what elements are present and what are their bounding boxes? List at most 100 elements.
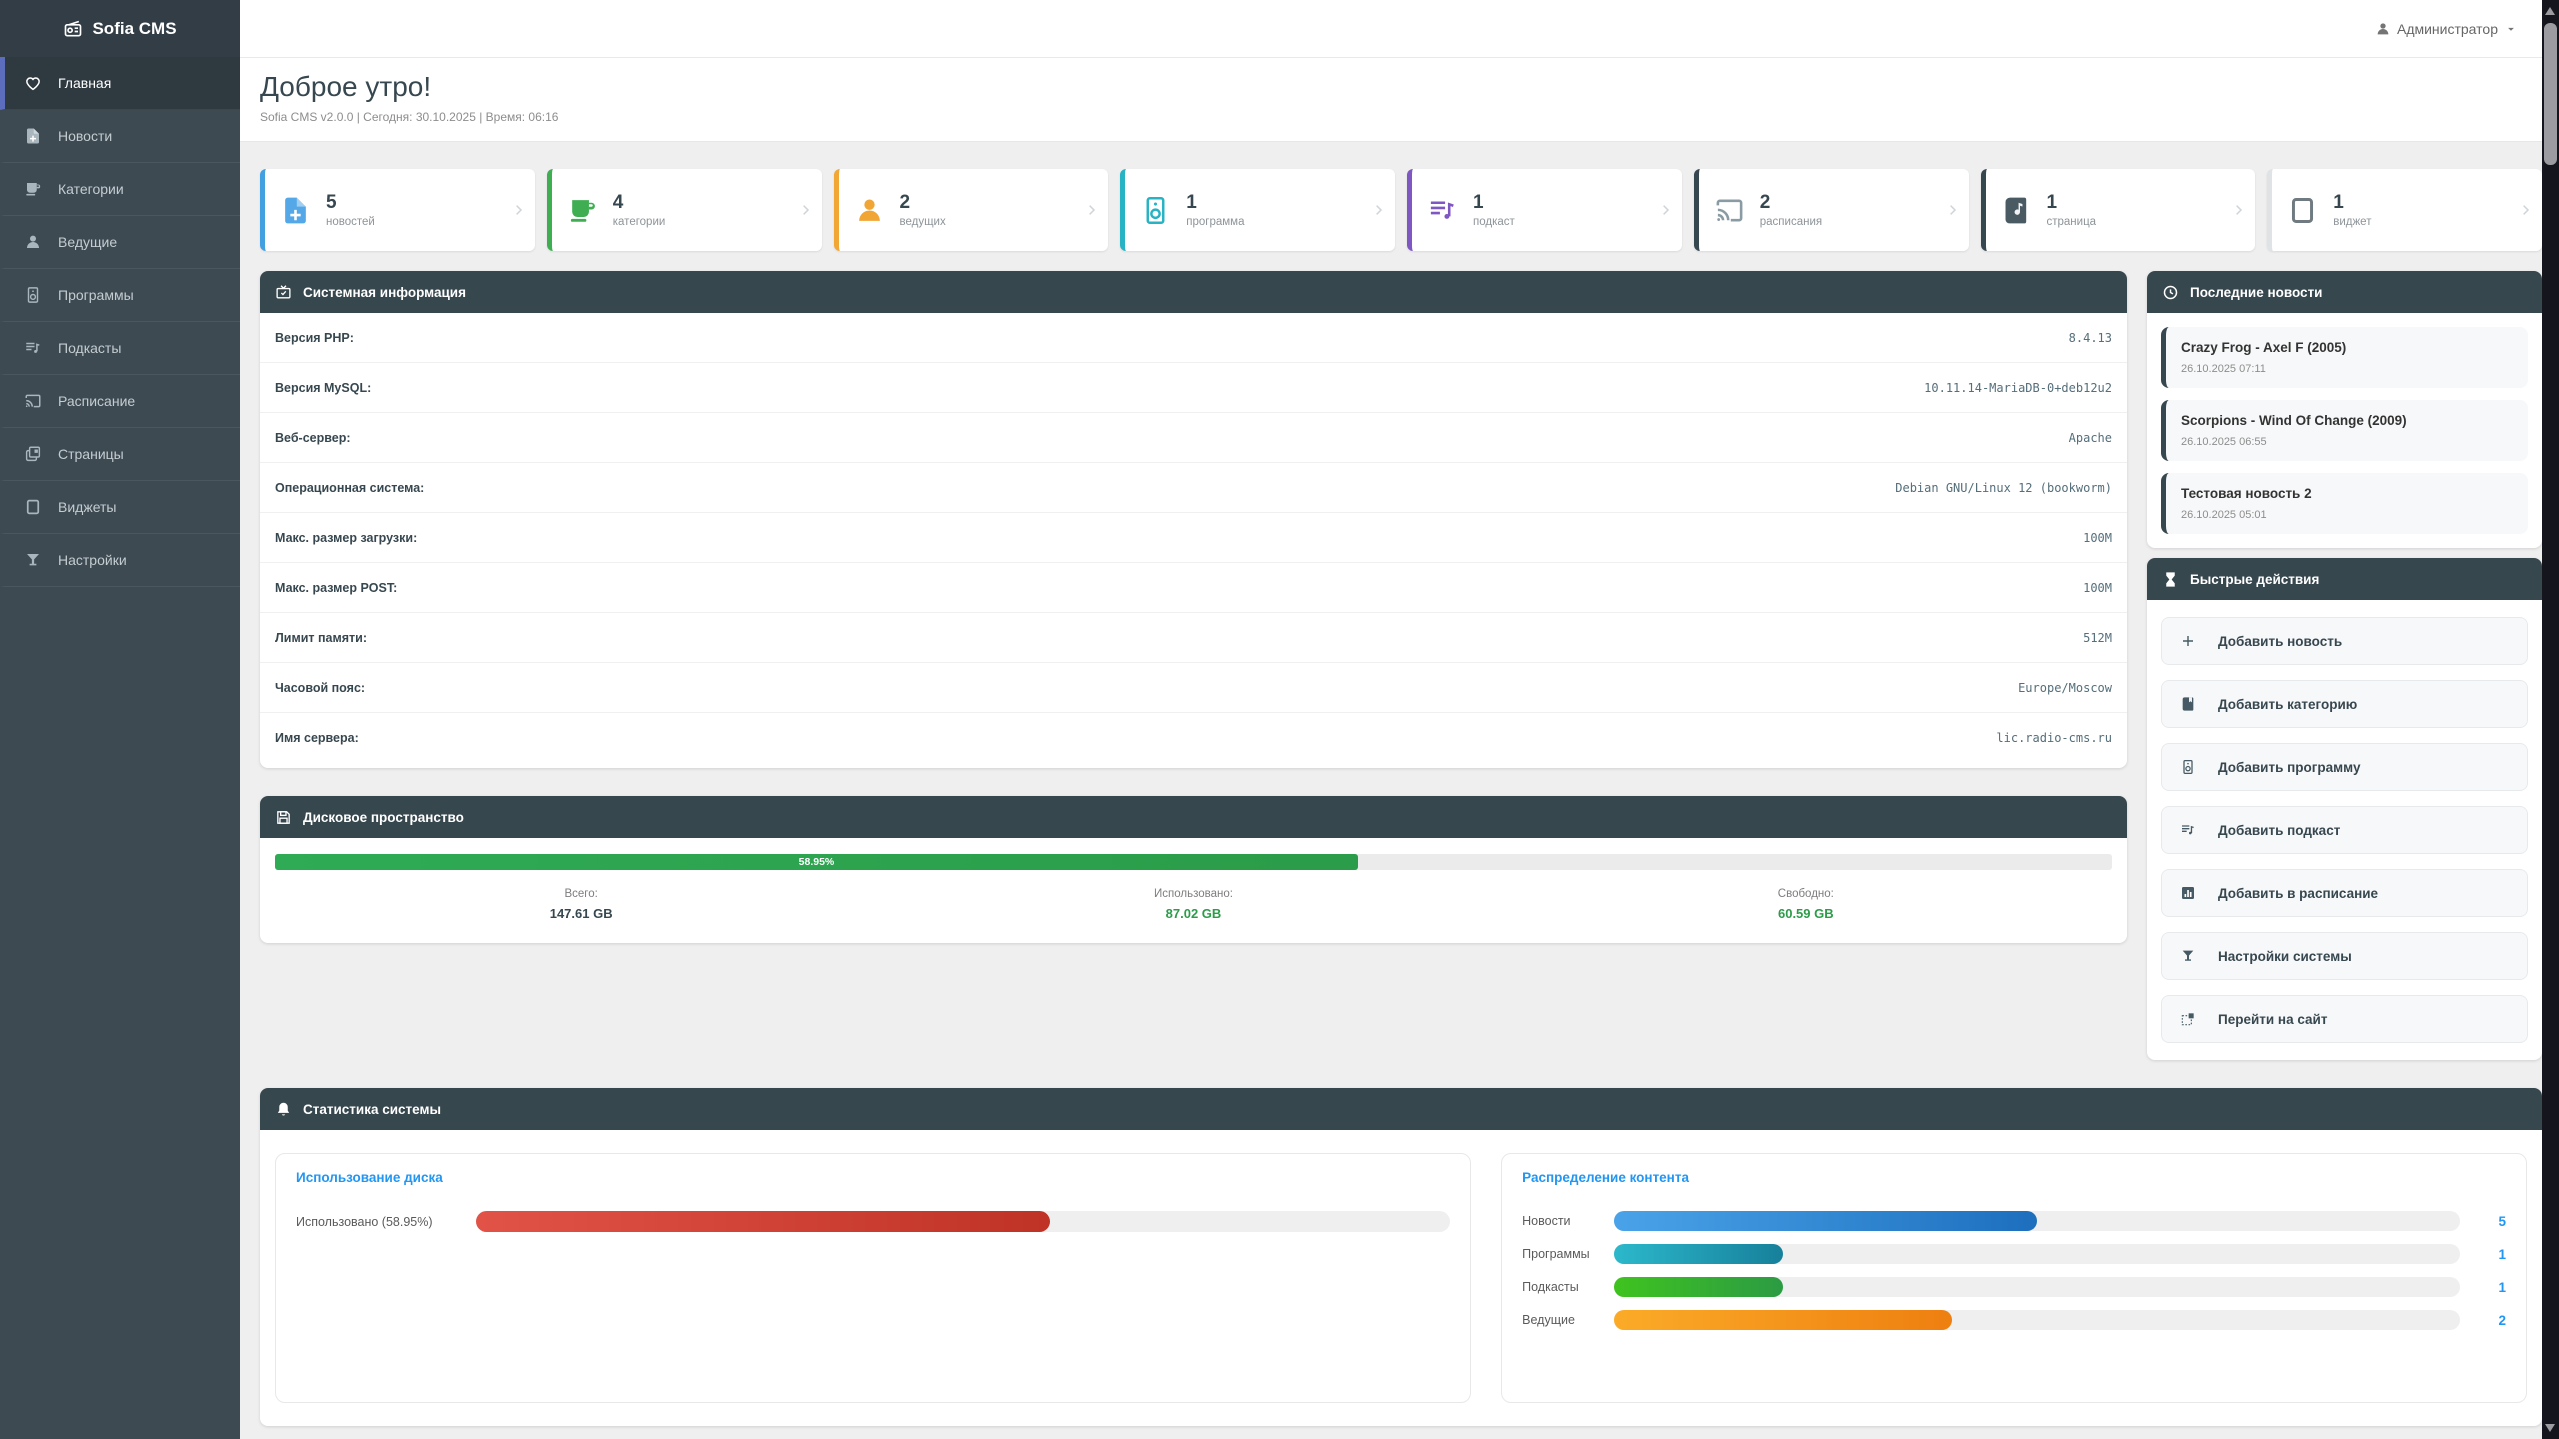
content-distribution-title: Распределение контента	[1522, 1170, 1689, 1185]
chevron-right-icon	[511, 203, 526, 218]
sidebar-item[interactable]: Ведущие	[0, 216, 240, 269]
stat-label: расписания	[1759, 215, 1823, 228]
content-distribution-chart: Распределение контента Новости 5	[1501, 1153, 2527, 1403]
info-value: 512M	[2083, 630, 2112, 645]
stat-label: страница	[2046, 215, 2097, 228]
content: 5 новостей 4 категории	[240, 142, 2542, 1439]
sidebar-item-label: Новости	[58, 128, 113, 144]
quick-action-button[interactable]: Добавить в расписание	[2161, 869, 2528, 917]
stat-value: 4	[612, 192, 624, 214]
quick-action-label: Добавить новость	[2218, 633, 2343, 649]
cast-icon	[1714, 195, 1745, 226]
stat-card[interactable]: 4 категории	[546, 169, 822, 251]
news-item[interactable]: Crazy Frog - Axel F (2005) 26.10.2025 07…	[2161, 327, 2528, 388]
scrollbar-up-arrow[interactable]	[2545, 7, 2555, 15]
disk-space-header: Дисковое пространство	[260, 796, 2127, 838]
sidebar-item[interactable]: Категории	[0, 163, 240, 216]
book-note-icon	[2001, 195, 2032, 226]
news-item[interactable]: Scorpions - Wind Of Change (2009) 26.10.…	[2161, 400, 2528, 461]
disk-usage-chart-title: Использование диска	[296, 1170, 443, 1185]
sidebar-item[interactable]: Программы	[0, 269, 240, 322]
chevron-right-icon	[1084, 203, 1099, 218]
quick-actions-panel: Быстрые действия Добавить новость	[2147, 558, 2542, 1060]
chevron-right-icon	[798, 203, 813, 218]
person-icon	[854, 195, 885, 226]
disk-usage-chart: Использование диска Использовано (58.95%…	[275, 1153, 1472, 1403]
disk-total: Всего: 147.61 GB	[549, 888, 613, 921]
quick-action-button[interactable]: Добавить новость	[2161, 617, 2528, 665]
statistics-title: Статистика системы	[303, 1101, 441, 1117]
main-row: Системная информация Версия PHP: 8.4.13	[260, 271, 2542, 1060]
info-value: 10.11.14-MariaDB-0+deb12u2	[1924, 380, 2112, 395]
stat-card[interactable]: 5 новостей	[260, 169, 535, 251]
content-chart-fill	[1614, 1244, 1784, 1264]
content-chart-label: Подкасты	[1522, 1280, 1579, 1294]
sidebar: Sofia CMS Главная Новости Категории	[0, 0, 240, 1439]
info-label: Операционная система:	[275, 480, 425, 495]
info-row: Часовой пояс: Europe/Moscow	[260, 663, 2127, 713]
sidebar-item-label: Расписание	[58, 393, 136, 409]
quick-action-label: Добавить категорию	[2218, 696, 2358, 712]
right-column: Последние новости Crazy Frog - Axel F (2…	[2147, 271, 2542, 1060]
coffee-icon	[567, 195, 598, 226]
content-chart-row: Подкасты 1	[1522, 1277, 2506, 1297]
info-label: Имя сервера:	[275, 730, 359, 745]
sidebar-item-label: Страницы	[58, 446, 124, 462]
quick-action-label: Перейти на сайт	[2218, 1011, 2328, 1027]
scrollbar[interactable]	[2542, 0, 2559, 1439]
chevron-right-icon	[1945, 203, 1960, 218]
speaker-icon	[1140, 195, 1171, 226]
stat-card[interactable]: 2 ведущих	[833, 169, 1109, 251]
scrollbar-down-arrow[interactable]	[2545, 1424, 2555, 1432]
disk-space-panel: Дисковое пространство 58.95% Всего: 147.…	[260, 796, 2127, 943]
disk-used: Использовано: 87.02 GB	[1154, 888, 1233, 921]
book-icon	[2180, 696, 2196, 712]
person-icon	[24, 233, 42, 251]
news-item[interactable]: Тестовая новость 2 26.10.2025 05:01	[2161, 473, 2528, 534]
stat-card[interactable]: 1 страница	[1980, 169, 2256, 251]
stat-card[interactable]: 1 подкаст	[1407, 169, 1682, 251]
sidebar-item[interactable]: Настройки	[0, 534, 240, 587]
radio-icon	[63, 19, 83, 39]
tv-icon	[275, 284, 292, 301]
latest-news-header: Последние новости	[2147, 271, 2542, 313]
stat-card[interactable]: 1 программа	[1120, 169, 1395, 251]
sidebar-item[interactable]: Главная	[0, 57, 240, 110]
sidebar-item[interactable]: Расписание	[0, 375, 240, 428]
sidebar-item[interactable]: Новости	[0, 110, 240, 163]
sidebar-item[interactable]: Страницы	[0, 428, 240, 481]
quick-action-label: Добавить программу	[2218, 759, 2361, 775]
stat-value: 1	[2333, 192, 2344, 214]
content-chart-label: Программы	[1522, 1247, 1590, 1261]
speaker-icon	[2180, 759, 2196, 775]
scrollbar-thumb[interactable]	[2544, 23, 2557, 165]
quick-action-button[interactable]: Добавить подкаст	[2161, 806, 2528, 854]
sidebar-item-label: Категории	[58, 181, 124, 197]
bar-chart-icon	[2180, 885, 2196, 901]
statistics-panel: Статистика системы Использование диска И…	[260, 1088, 2542, 1426]
stat-value: 1	[2046, 192, 2058, 214]
square-icon	[2287, 195, 2318, 226]
playlist-icon	[2180, 822, 2196, 838]
disk-progress-fill: 58.95%	[275, 854, 1358, 870]
stat-card[interactable]: 2 расписания	[1693, 169, 1969, 251]
funnel-icon	[2180, 948, 2196, 964]
system-info-panel: Системная информация Версия PHP: 8.4.13	[260, 271, 2127, 768]
info-label: Макс. размер POST:	[275, 580, 398, 595]
user-icon	[2375, 21, 2391, 37]
quick-action-button[interactable]: Добавить программу	[2161, 743, 2528, 791]
user-menu[interactable]: Администратор	[2375, 21, 2518, 37]
clock-icon	[2162, 284, 2179, 301]
quick-action-button[interactable]: Настройки системы	[2161, 932, 2528, 980]
stat-card[interactable]: 1 виджет	[2267, 169, 2542, 251]
plus-icon	[2180, 633, 2196, 649]
quick-action-button[interactable]: Добавить категорию	[2161, 680, 2528, 728]
bell-icon	[275, 1101, 292, 1118]
info-value: 100M	[2083, 580, 2112, 595]
quick-action-button[interactable]: Перейти на сайт	[2161, 995, 2528, 1043]
sidebar-item[interactable]: Виджеты	[0, 481, 240, 534]
disk-free: Свободно: 60.59 GB	[1777, 888, 1834, 921]
sidebar-item[interactable]: Подкасты	[0, 322, 240, 375]
stat-value: 1	[1186, 192, 1197, 214]
